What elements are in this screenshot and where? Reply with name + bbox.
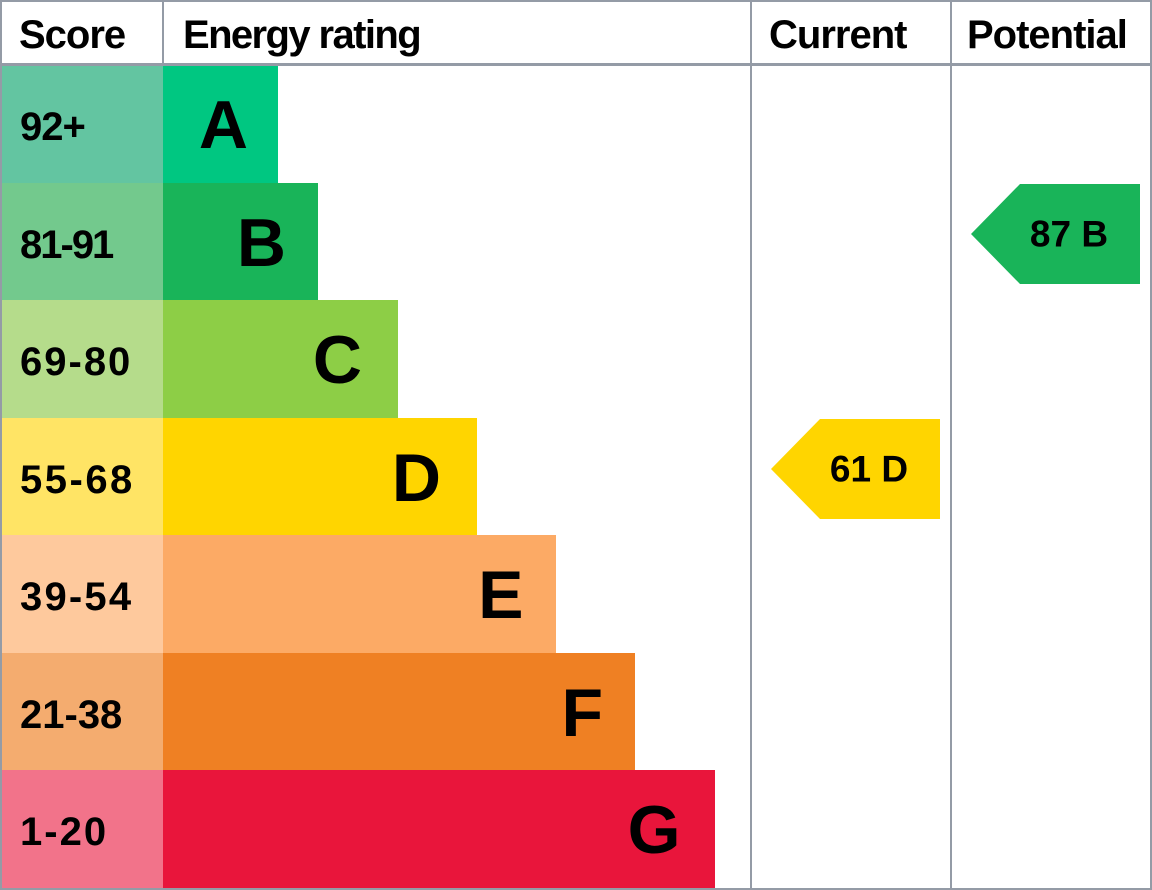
svg-text:61 D: 61 D [829, 448, 907, 489]
svg-text:87 B: 87 B [1029, 214, 1107, 255]
